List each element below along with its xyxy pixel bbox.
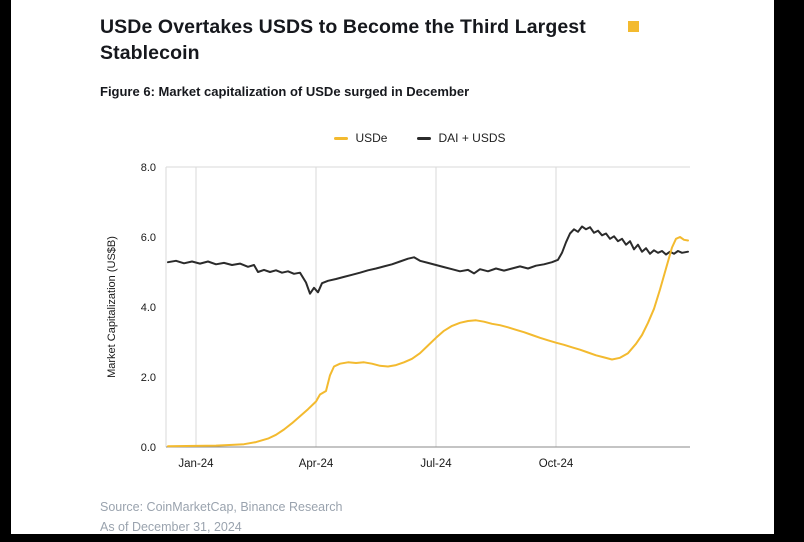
source-line-1: Source: CoinMarketCap, Binance Research	[100, 500, 343, 514]
report-card: USDe Overtakes USDS to Become the Third …	[11, 0, 774, 534]
y-tick-label: 2.0	[141, 372, 156, 384]
legend-label-dai-usds: DAI + USDS	[438, 131, 506, 145]
y-tick-label: 4.0	[141, 302, 156, 314]
page-title: USDe Overtakes USDS to Become the Third …	[100, 14, 648, 66]
x-tick-label: Apr-24	[299, 458, 334, 470]
figure-caption: Figure 6: Market capitalization of USDe …	[100, 84, 470, 99]
y-tick-label: 8.0	[141, 162, 156, 174]
page-title-text: USDe Overtakes USDS to Become the Third …	[100, 16, 586, 64]
chart-svg: Market Capitalization (US$B) 0.0 2.0 4.0 6.…	[106, 162, 690, 470]
series-line-dai-usds	[167, 225, 689, 295]
left-edge-bar	[0, 0, 11, 542]
source-line-2: As of December 31, 2024	[100, 520, 242, 534]
x-tick-label: Jan-24	[178, 458, 214, 470]
legend-item-usde: USDe	[334, 131, 387, 145]
y-tick-label: 0.0	[141, 442, 156, 454]
chart-plot-area: 0.0 2.0 4.0 6.0 8.0 Jan-24 Apr-24 Jul-24 Oct-24	[141, 162, 690, 470]
usde-line-swatch-icon	[334, 136, 349, 140]
x-tick-label: Oct-24	[539, 458, 574, 470]
dai-usds-line-swatch-icon	[417, 136, 432, 140]
x-tick-label: Jul-24	[420, 458, 452, 470]
title-accent	[628, 21, 639, 32]
right-edge-bar	[774, 0, 804, 542]
y-axis-label: Market Capitalization (US$B)	[106, 236, 118, 378]
legend-item-dai-usds: DAI + USDS	[417, 131, 506, 145]
chart-legend: USDe DAI + USDS	[100, 131, 740, 145]
series-line-usde	[167, 236, 689, 448]
bottom-edge-bar	[0, 534, 804, 542]
y-tick-label: 6.0	[141, 232, 156, 244]
source-note: Source: CoinMarketCap, Binance Research …	[100, 497, 774, 537]
legend-label-usde: USDe	[355, 131, 388, 145]
